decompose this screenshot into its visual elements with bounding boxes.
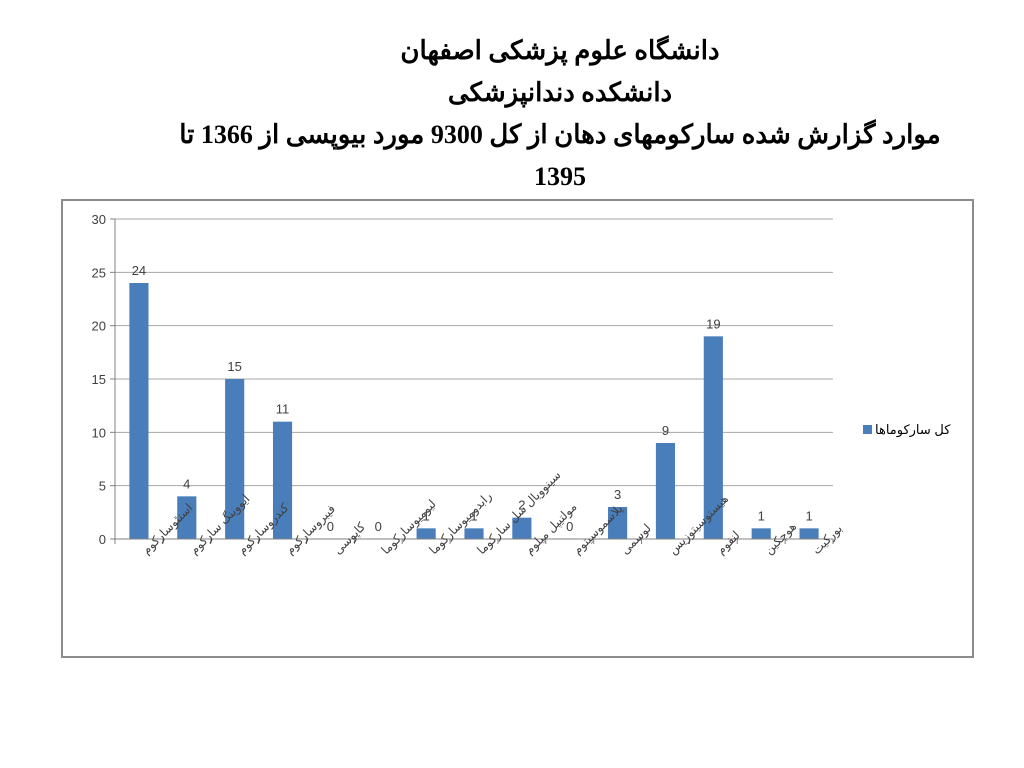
data-label: 0 [566, 519, 573, 534]
data-label: 3 [614, 487, 621, 502]
y-tick-label: 25 [92, 265, 106, 280]
bar [225, 379, 245, 539]
data-label: 1 [423, 508, 430, 523]
data-label: 0 [327, 519, 334, 534]
category-label: سینوویال سل سارکوما [474, 468, 564, 558]
bar [416, 528, 436, 539]
title-report: موارد گزارش شده سارکومهای دهان از کل 930… [179, 120, 941, 149]
title-year: 1395 [534, 162, 586, 191]
bar [177, 496, 197, 539]
data-label: 4 [183, 476, 190, 491]
data-label: 19 [706, 316, 720, 331]
bar [512, 517, 532, 539]
bars [129, 283, 819, 539]
bar [464, 528, 484, 539]
legend-swatch [863, 425, 872, 434]
data-label: 2 [518, 498, 525, 513]
bar [799, 528, 819, 539]
grid-lines [115, 218, 833, 487]
bar [655, 443, 676, 539]
bar [751, 528, 771, 539]
y-tick-label: 5 [99, 479, 106, 494]
data-label: 1 [805, 508, 812, 523]
y-tick-label: 20 [92, 319, 106, 334]
chart-frame: 24 4 15 11 0 0 1 1 2 0 3 9 19 1 1 0 5 10 15 20 25 30 استئوسا… [61, 199, 974, 658]
legend: کل سارکوماها [863, 422, 951, 438]
y-tick-label: 30 [92, 212, 106, 227]
bar [129, 283, 149, 539]
bar [272, 421, 293, 539]
bar [703, 336, 723, 539]
data-label: 11 [276, 402, 290, 417]
y-tick-label: 0 [99, 532, 106, 547]
data-label: 1 [758, 508, 765, 523]
bar [608, 507, 628, 539]
data-label: 15 [227, 359, 241, 374]
data-label: 9 [662, 423, 669, 438]
category-label: بورکیت [809, 521, 845, 557]
y-tick-label: 15 [92, 372, 106, 387]
y-tick-label: 10 [92, 425, 106, 440]
data-label: 1 [470, 508, 477, 523]
data-label: 0 [375, 519, 382, 534]
title-faculty: دانشکده دندانپزشکی [447, 78, 673, 107]
legend-label: کل سارکوماها [875, 422, 951, 438]
title-university: دانشگاه علوم پزشکی اصفهان [400, 36, 720, 65]
data-label: 24 [132, 263, 146, 278]
chart-title-block: دانشگاه علوم پزشکی اصفهان دانشکده دندانپ… [120, 30, 1000, 198]
